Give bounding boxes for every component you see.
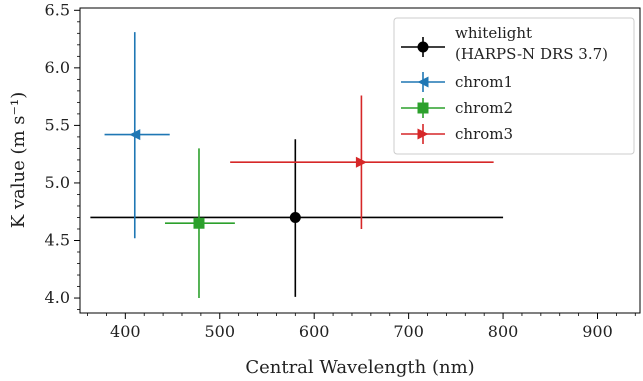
legend-item-chrom2: chrom2: [401, 98, 513, 118]
x-tick-label: 700: [393, 322, 424, 341]
plot-area: [79, 7, 641, 314]
legend-item-whitelight: whitelight (HARPS-N DRS 3.7): [401, 24, 608, 63]
legend-item-chrom1: chrom1: [401, 72, 513, 92]
x-tick-label: 400: [110, 322, 141, 341]
series-chrom3: [230, 95, 494, 229]
y-axis: 4.0 4.5 5.0 5.5 6.0 6.5: [45, 0, 80, 310]
series-whitelight: [90, 139, 504, 297]
data-point: [129, 129, 141, 141]
legend-label: chrom2: [455, 99, 513, 117]
legend: whitelight (HARPS-N DRS 3.7) chrom1 chrom2 c…: [393, 17, 635, 155]
legend-marker: [417, 128, 429, 140]
legend-marker: [417, 102, 429, 114]
x-tick-label: 900: [582, 322, 613, 341]
legend-box: [393, 17, 635, 155]
x-axis-label: Central Wavelength (nm): [245, 357, 474, 378]
y-axis-label: K value (m s⁻¹): [8, 92, 29, 229]
y-tick-label: 4.5: [45, 230, 70, 249]
data-point: [289, 211, 301, 223]
y-tick-label: 5.5: [45, 115, 70, 134]
y-tick-label: 6.0: [45, 58, 70, 77]
data-point: [355, 156, 367, 168]
data-point: [193, 217, 205, 229]
y-tick-label: 5.0: [45, 173, 70, 192]
legend-label: chrom3: [455, 125, 513, 143]
x-axis: 400 500 600 700 800 900: [87, 313, 636, 341]
series-chrom1: [104, 32, 170, 239]
y-tick-label: 6.5: [45, 0, 70, 19]
legend-item-chrom3: chrom3: [401, 124, 513, 144]
y-tick-label: 4.0: [45, 288, 70, 307]
series-layer: [90, 32, 504, 299]
legend-label-line2: (HARPS-N DRS 3.7): [455, 45, 608, 63]
legend-label: whitelight: [455, 24, 532, 42]
x-tick-label: 500: [204, 322, 235, 341]
x-tick-label: 600: [299, 322, 330, 341]
legend-marker: [417, 76, 429, 88]
legend-label: chrom1: [455, 73, 513, 91]
x-tick-label: 800: [488, 322, 519, 341]
legend-marker: [417, 41, 429, 53]
series-chrom2: [164, 148, 235, 299]
